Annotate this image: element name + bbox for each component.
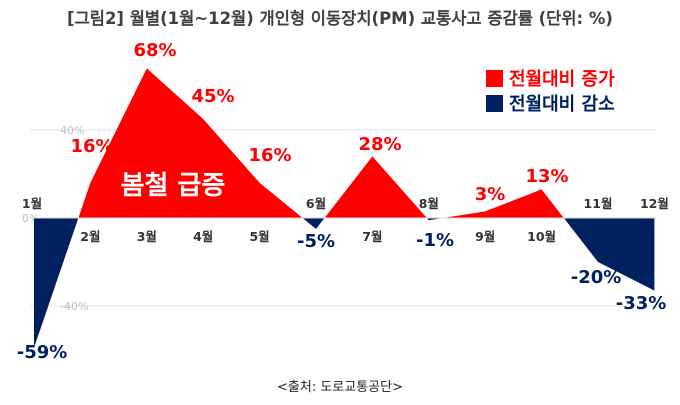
area-decrease-segment (34, 218, 79, 348)
data-label: 16% (70, 136, 113, 157)
x-tick-label: 5월 (249, 229, 269, 244)
x-tick-label: 6월 (306, 196, 326, 211)
x-tick-label: 8월 (419, 196, 439, 211)
chart-source: <출처: 도로교통공단> (277, 380, 403, 395)
y-tick-label: -40% (60, 300, 88, 313)
data-label: -20% (571, 267, 622, 288)
x-tick-label: 7월 (362, 229, 382, 244)
data-label: -33% (616, 293, 667, 314)
data-label: 45% (191, 86, 234, 107)
x-tick-label: 10월 (527, 229, 556, 244)
x-tick-label: 11월 (584, 196, 613, 211)
legend-swatch (486, 70, 503, 87)
area-decrease-segment (302, 218, 325, 229)
legend-label: 전월대비 감소 (509, 94, 615, 115)
x-tick-label: 12월 (640, 196, 669, 211)
y-tick-label: 40% (60, 124, 84, 137)
x-tick-label: 3월 (137, 229, 157, 244)
x-tick-label: 1월 (22, 196, 42, 211)
x-tick-label: 9월 (475, 229, 495, 244)
data-label: -1% (416, 230, 454, 251)
data-label: -59% (17, 342, 68, 363)
data-label: 16% (248, 145, 291, 166)
x-tick-label: 4월 (193, 229, 213, 244)
data-label: 3% (475, 184, 506, 205)
data-label: 28% (358, 134, 401, 155)
x-tick-label: 2월 (80, 229, 100, 244)
data-label: 13% (525, 166, 568, 187)
area-decrease-segment (563, 218, 655, 291)
data-label: 68% (133, 40, 176, 61)
chart-title: [그림2] 월별(1월~12월) 개인형 이동장치(PM) 교통사고 증감률 (… (67, 9, 613, 28)
area-increase-segment (78, 68, 303, 219)
annotation-spring-surge: 봄철 급증 (121, 171, 226, 201)
data-label: -5% (297, 231, 335, 252)
legend-label: 전월대비 증가 (509, 69, 615, 90)
area-increase-segment (324, 156, 427, 218)
legend-swatch (486, 95, 503, 112)
area-increase-segment (442, 189, 564, 218)
area-decrease-segment (426, 218, 443, 221)
